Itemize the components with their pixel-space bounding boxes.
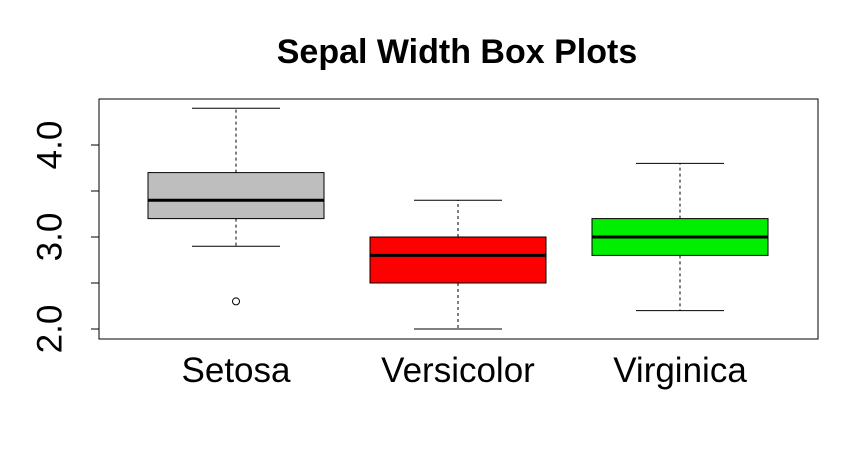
box-virginica <box>591 162 769 312</box>
box-versicolor <box>369 199 547 330</box>
x-tick-label: Setosa <box>182 351 291 390</box>
y-tick-label: 2.0 <box>30 305 69 354</box>
boxes-group <box>147 107 769 330</box>
y-axis: 2.0 3.0 4.0 <box>30 121 100 354</box>
iqr-box <box>147 172 325 220</box>
y-tick-label: 4.0 <box>30 121 69 170</box>
chart-title: Sepal Width Box Plots <box>277 33 638 71</box>
box-setosa <box>147 107 325 306</box>
x-axis: Setosa Versicolor Virginica <box>182 351 748 390</box>
outlier-point <box>232 297 240 306</box>
iqr-box <box>369 236 547 284</box>
x-tick-label: Versicolor <box>381 351 535 390</box>
y-tick-label: 3.0 <box>30 213 69 262</box>
x-tick-label: Virginica <box>613 351 747 390</box>
